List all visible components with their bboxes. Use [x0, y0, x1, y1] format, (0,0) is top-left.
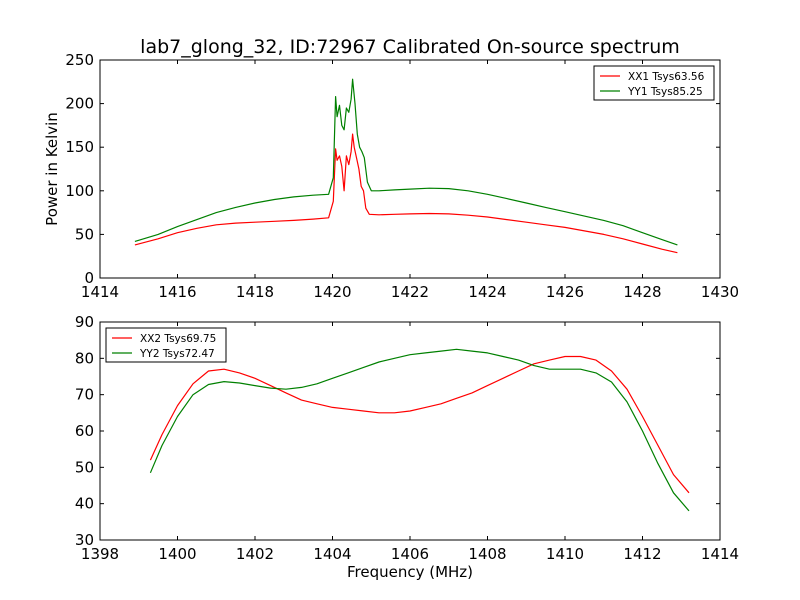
x-tick-label: 1408 — [468, 545, 506, 563]
x-tick-label: 1414 — [701, 545, 739, 563]
y-tick-label: 200 — [65, 95, 94, 113]
x-tick-label: 1406 — [391, 545, 429, 563]
x-tick-label: 1416 — [158, 283, 196, 301]
y-tick-label: 100 — [65, 182, 94, 200]
x-tick-label: 1410 — [546, 545, 584, 563]
y-axis-label: Power in Kelvin — [43, 112, 61, 226]
x-axis-label: Frequency (MHz) — [347, 563, 473, 581]
series-line-1 — [134, 133, 678, 254]
y-tick-label: 40 — [75, 495, 94, 513]
legend-entry-1: XX1 Tsys63.56 — [628, 71, 705, 83]
x-tick-label: 1422 — [391, 283, 429, 301]
legend-entry-2: YY1 Tsys85.25 — [627, 86, 703, 98]
y-tick-label: 70 — [75, 386, 94, 404]
legend-box — [593, 65, 715, 101]
x-tick-label: 1398 — [81, 545, 119, 563]
legend-entry-1: XX2 Tsys69.75 — [140, 333, 216, 345]
x-tick-label: 1420 — [313, 283, 351, 301]
legend-entry-2: YY2 Tsys72.47 — [139, 348, 215, 360]
y-tick-label: 50 — [75, 458, 94, 476]
x-tick-label: 1412 — [623, 545, 661, 563]
y-tick-label: 90 — [75, 313, 94, 331]
y-tick-label: 30 — [75, 531, 94, 549]
x-tick-label: 1402 — [236, 545, 274, 563]
x-tick-label: 1414 — [81, 283, 119, 301]
legend-box — [105, 327, 227, 363]
x-tick-label: 1404 — [313, 545, 351, 563]
x-tick-label: 1418 — [236, 283, 274, 301]
x-tick-label: 1430 — [701, 283, 739, 301]
bottom-plot: 1398 1400 1402 1404 1406 1408 1410 1412 1414 30 40… — [75, 313, 739, 581]
top-plot: 1414 1416 1418 1420 1422 1424 1426 1428 1430 0 50 1… — [43, 51, 739, 301]
x-tick-label: 1400 — [158, 545, 196, 563]
y-tick-label: 50 — [75, 225, 94, 243]
x-tick-label: 1426 — [546, 283, 584, 301]
series-line-2 — [149, 348, 690, 512]
series-line-1 — [149, 355, 690, 494]
y-tick-label: 60 — [75, 422, 94, 440]
y-tick-label: 80 — [75, 349, 94, 367]
y-tick-label: 0 — [84, 269, 94, 287]
y-tick-label: 250 — [65, 51, 94, 69]
y-tick-label: 150 — [65, 138, 94, 156]
x-tick-label: 1424 — [468, 283, 506, 301]
chart-title: lab7_glong_32, ID:72967 Calibrated On-so… — [140, 36, 680, 58]
series-line-2 — [134, 78, 678, 246]
x-tick-label: 1428 — [623, 283, 661, 301]
